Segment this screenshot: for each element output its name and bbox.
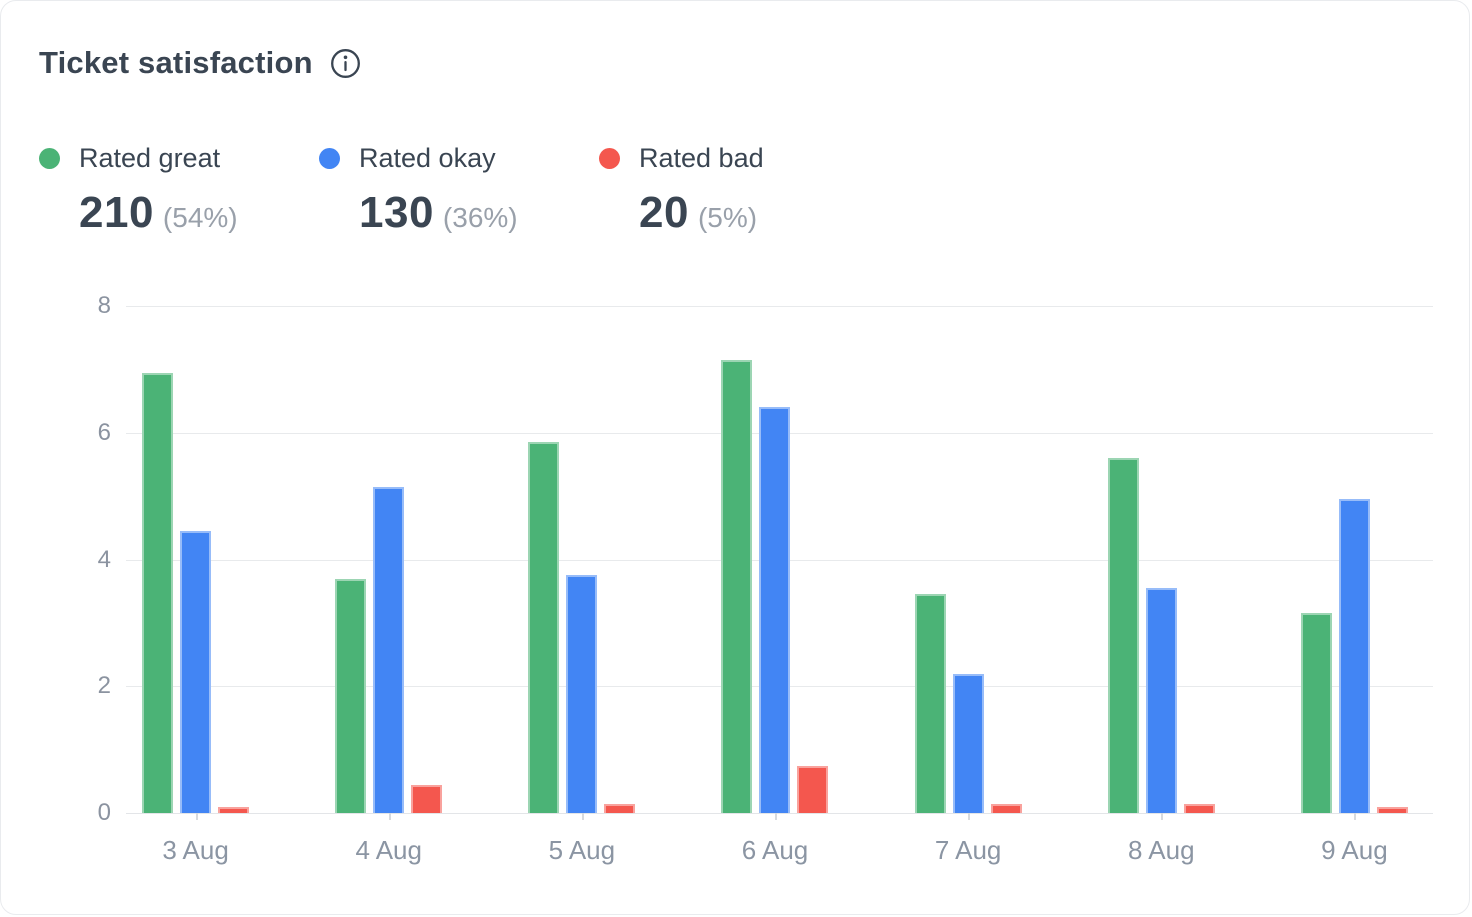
legend-item-label: Rated bad (639, 143, 764, 173)
bar-group-4-aug (292, 306, 485, 820)
legend-item-stats: 130 (36%) (359, 188, 599, 238)
legend-item-value: 130 (359, 188, 434, 237)
legend-item-stats: 210 (54%) (79, 188, 319, 238)
y-axis-label: 8 (97, 292, 111, 319)
legend-item-value: 20 (639, 188, 689, 237)
bar-rated-bad (218, 806, 250, 813)
y-axis-label: 0 (97, 799, 111, 826)
legend-item-percent: (54%) (162, 202, 238, 233)
bar-group-bars (1065, 458, 1258, 813)
bar-rated-okay (1145, 588, 1177, 813)
legend-item-rated-great[interactable]: Rated great 210 (54%) (39, 143, 319, 238)
bar-rated-okay (373, 486, 405, 813)
bar-rated-great (142, 372, 174, 813)
bar-rated-bad (797, 765, 829, 813)
bar-rated-great (528, 442, 560, 813)
x-axis-tick (581, 813, 584, 820)
bar-groups (99, 306, 1451, 820)
legend-item-label: Rated okay (359, 143, 496, 173)
legend-color-dot (39, 148, 60, 169)
bar-group-bars (485, 442, 678, 813)
x-axis-tick (1161, 813, 1164, 820)
info-icon[interactable] (330, 48, 361, 79)
bar-rated-bad (604, 803, 636, 813)
legend-item-percent: (36%) (442, 202, 518, 233)
y-axis-label: 4 (97, 545, 111, 573)
x-axis-tick (388, 813, 391, 820)
bar-group-6-aug (678, 306, 871, 820)
bar-rated-okay (180, 531, 212, 813)
legend-item-stats: 20 (5%) (639, 188, 879, 238)
bar-rated-great (335, 578, 367, 813)
y-axis: 0 2 4 6 8 (59, 292, 111, 826)
bar-rated-bad (1376, 806, 1408, 813)
bar-rated-okay (952, 673, 984, 813)
legend-item-rated-okay[interactable]: Rated okay 130 (36%) (319, 143, 599, 238)
bar-rated-bad (1183, 803, 1215, 813)
bar-rated-great (914, 594, 946, 813)
gridline-8 (126, 306, 1433, 307)
x-axis-label: 6 Aug (741, 835, 809, 865)
legend-item-header: Rated okay (319, 143, 599, 174)
x-axis-label: 8 Aug (1128, 835, 1195, 865)
bar-rated-great (1107, 458, 1139, 813)
bar-rated-great (721, 359, 753, 813)
bar-rated-bad (411, 784, 443, 813)
bar-group-bars (872, 594, 1065, 813)
legend-item-percent: (5%) (697, 202, 758, 233)
bar-group-9-aug (1258, 306, 1451, 820)
x-axis: 3 Aug 4 Aug 5 Aug 6 Aug 7 Aug 8 Aug 9 Aug (99, 835, 1451, 866)
bar-group-7-aug (872, 306, 1065, 820)
chart-header: Ticket satisfaction (39, 45, 361, 81)
bar-group-bars (1258, 499, 1451, 813)
bar-group-5-aug (485, 306, 678, 820)
bar-rated-okay (566, 575, 598, 813)
x-axis-label: 9 Aug (1321, 835, 1388, 865)
bar-rated-okay (759, 407, 791, 813)
x-axis-tick (1354, 813, 1357, 820)
y-axis-label: 6 (97, 418, 111, 446)
chart-legend: Rated great 210 (54%) Rated okay 130 (36%) Rat… (39, 143, 879, 238)
page-title: Ticket satisfaction (39, 45, 313, 80)
gridline-0 (126, 813, 1433, 814)
bar-group-3-aug (99, 306, 292, 820)
legend-color-dot (319, 148, 340, 169)
bar-group-bars (292, 486, 485, 813)
x-axis-label: 3 Aug (162, 835, 229, 865)
bar-rated-great (1300, 613, 1332, 813)
legend-item-value: 210 (79, 188, 154, 237)
legend-item-rated-bad[interactable]: Rated bad 20 (5%) (599, 143, 879, 238)
bar-group-8-aug (1065, 306, 1258, 820)
x-axis-tick (968, 813, 971, 820)
y-axis-label: 2 (97, 672, 111, 700)
x-axis-tick (195, 813, 198, 820)
legend-color-dot (599, 148, 620, 169)
legend-item-header: Rated bad (599, 143, 879, 174)
legend-item-label: Rated great (79, 143, 221, 173)
bar-group-bars (678, 359, 871, 813)
bar-group-bars (99, 372, 292, 813)
x-axis-tick (774, 813, 777, 820)
x-axis-label: 7 Aug (934, 835, 1002, 865)
bar-rated-okay (1338, 499, 1370, 813)
x-axis-label: 4 Aug (355, 835, 422, 865)
x-axis-label: 5 Aug (548, 835, 616, 865)
legend-item-header: Rated great (39, 143, 319, 174)
bar-rated-bad (990, 803, 1022, 813)
